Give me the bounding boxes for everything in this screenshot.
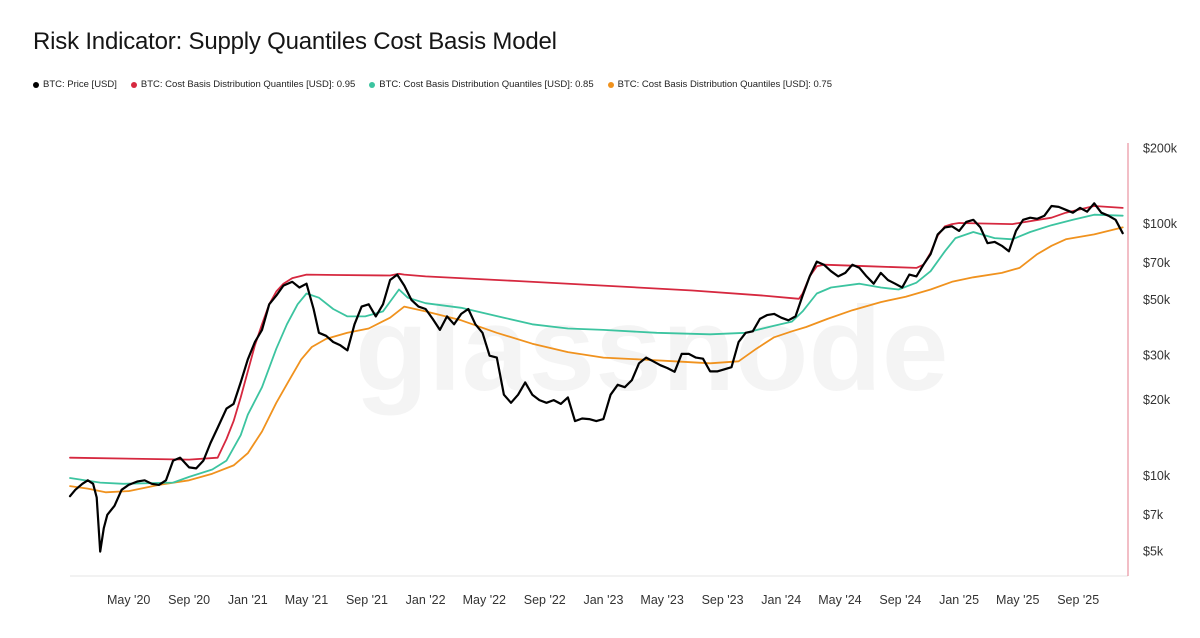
x-tick-label: May '20 <box>107 593 150 607</box>
x-tick-label: Sep '20 <box>168 593 210 607</box>
legend-dot-q85 <box>369 81 376 88</box>
legend-item-price[interactable]: BTC: Price [USD] <box>33 79 117 90</box>
legend-label-q95: BTC: Cost Basis Distribution Quantiles [… <box>140 79 356 90</box>
legend-dot-price <box>33 81 39 88</box>
legend-dot-q75 <box>607 81 614 88</box>
x-tick-label: Sep '23 <box>702 593 744 607</box>
x-tick-label: Jan '24 <box>761 593 801 607</box>
x-axis: May '20 Sep '20 Jan '21 May '21 Sep '21 Jan '… <box>107 593 1099 607</box>
x-tick-label: May '23 <box>640 593 683 607</box>
x-tick-label: Sep '22 <box>524 593 566 607</box>
y-tick-label: $7k <box>1143 508 1164 522</box>
watermark: glassnode <box>355 282 949 416</box>
y-tick-label: $50k <box>1143 293 1171 307</box>
x-tick-label: Jan '23 <box>583 593 623 607</box>
series-line-q95[interactable] <box>69 205 1124 461</box>
y-tick-label: $30k <box>1143 349 1171 363</box>
y-tick-label: $5k <box>1143 545 1164 559</box>
legend-item-q95[interactable]: BTC: Cost Basis Distribution Quantiles [… <box>130 79 356 90</box>
legend-dot-q95 <box>130 81 137 88</box>
y-axis: $200k $100k $70k $50k $30k $20k $10k $7k $5k <box>1143 141 1178 558</box>
y-tick-label: $20k <box>1143 393 1171 407</box>
series-line-q75[interactable] <box>69 226 1124 494</box>
legend: BTC: Price [USD] BTC: Cost Basis Distrib… <box>33 79 846 90</box>
x-tick-label: May '21 <box>285 593 328 607</box>
x-tick-label: Jan '21 <box>228 593 268 607</box>
x-tick-label: Sep '24 <box>879 593 921 607</box>
y-tick-label: $200k <box>1143 141 1178 155</box>
x-tick-label: May '25 <box>996 593 1039 607</box>
legend-item-q75[interactable]: BTC: Cost Basis Distribution Quantiles [… <box>607 79 832 90</box>
plot-area[interactable] <box>68 202 1124 553</box>
chart-title: Risk Indicator: Supply Quantiles Cost Ba… <box>33 28 557 55</box>
x-tick-label: May '22 <box>463 593 506 607</box>
y-tick-label: $10k <box>1143 469 1171 483</box>
x-tick-label: Sep '21 <box>346 593 388 607</box>
x-tick-label: Jan '25 <box>939 593 979 607</box>
legend-label-q75: BTC: Cost Basis Distribution Quantiles [… <box>617 79 832 90</box>
legend-label-price: BTC: Price [USD] <box>43 79 117 90</box>
legend-item-q85[interactable]: BTC: Cost Basis Distribution Quantiles [… <box>369 79 594 90</box>
series-line-price[interactable] <box>68 202 1124 553</box>
series-line-q85[interactable] <box>69 213 1124 485</box>
x-tick-label: Jan '22 <box>406 593 446 607</box>
x-tick-label: Sep '25 <box>1057 593 1099 607</box>
legend-label-q85: BTC: Cost Basis Distribution Quantiles [… <box>379 79 594 90</box>
y-tick-label: $100k <box>1143 217 1178 231</box>
x-tick-label: May '24 <box>818 593 861 607</box>
y-tick-label: $70k <box>1143 256 1171 270</box>
